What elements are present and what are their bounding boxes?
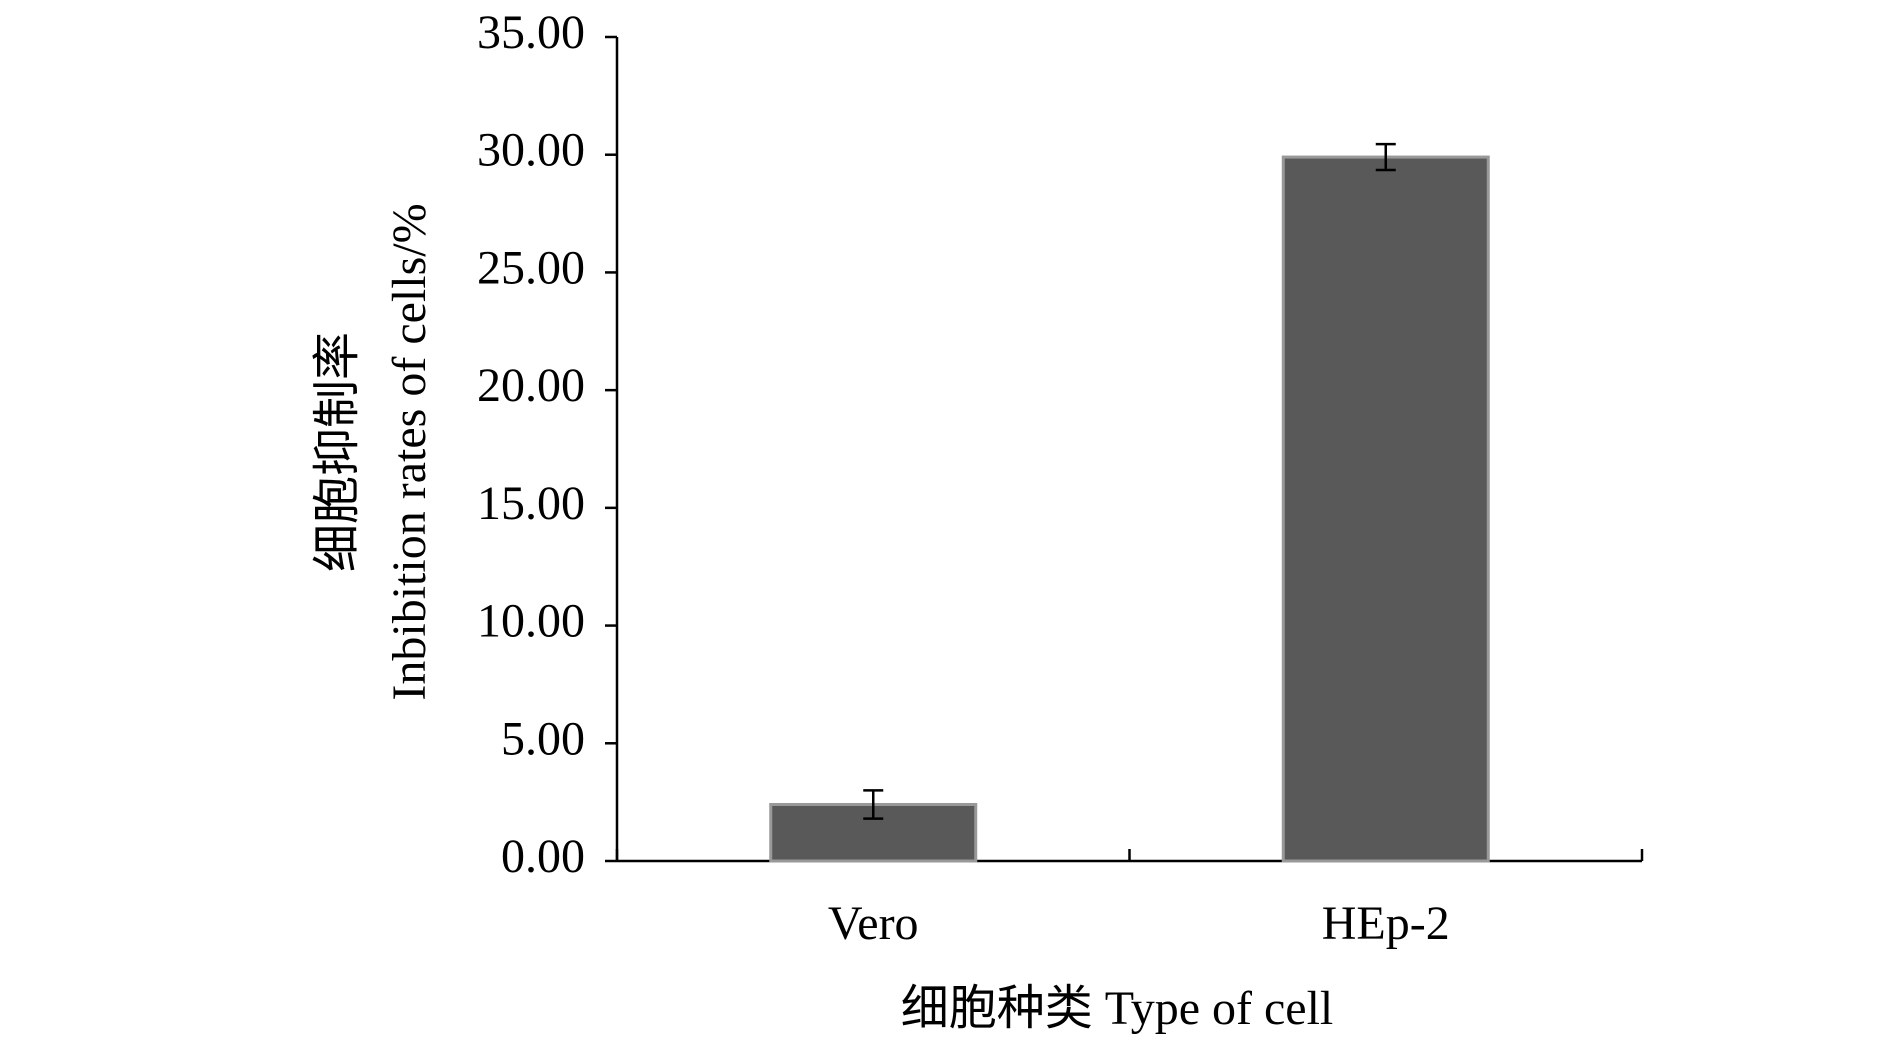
- y-axis-label: Inbibition rates of cells/%: [383, 203, 436, 700]
- x-axis-label: 细胞种类 Type of cell: [901, 982, 1334, 1035]
- y-tick-label: 10.00: [477, 595, 585, 648]
- y-tick-label: 15.00: [477, 477, 585, 530]
- y-tick-label: 25.00: [477, 241, 585, 294]
- bar: [769, 802, 978, 863]
- y-tick-label: 0.00: [501, 830, 585, 883]
- y-tick-label: 35.00: [477, 6, 585, 59]
- y-tick-label: 20.00: [477, 359, 585, 412]
- y-tick-label: 5.00: [501, 712, 585, 765]
- y-axis-label: 细胞抑制率: [311, 332, 364, 572]
- x-tick-label: HEp-2: [1322, 897, 1450, 950]
- bar: [1281, 155, 1490, 863]
- error-bar: [1375, 142, 1396, 172]
- error-bar: [863, 789, 884, 820]
- x-tick-label: Vero: [828, 897, 919, 950]
- y-tick-label: 30.00: [477, 124, 585, 177]
